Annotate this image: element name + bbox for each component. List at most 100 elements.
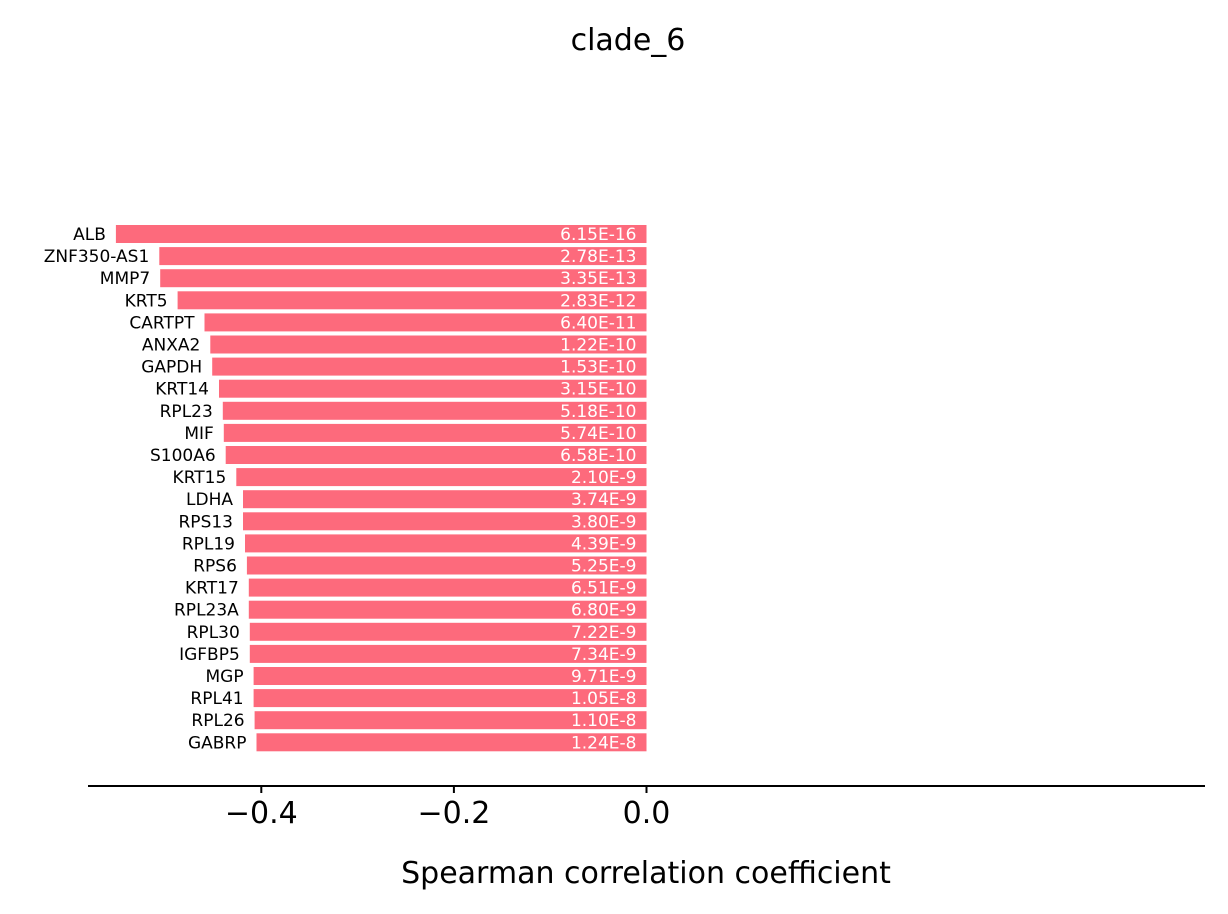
bar-row: RPL19 4.39E-9 [182,534,647,554]
bar-row: S100A6 6.58E-10 [150,446,647,466]
bar-row: MMP7 3.35E-13 [100,269,647,289]
bar [212,357,647,376]
pvalue-label: 3.15E-10 [560,380,636,400]
gene-label: IGFBP5 [179,645,240,665]
pvalue-label: 5.18E-10 [560,402,636,422]
x-ticks: −0.4 −0.2 0.0 [225,786,670,831]
bars-group: ALB 6.15E-16 ZNF350-AS1 2.78E-13 MMP7 3.35E-1… [44,225,647,753]
gene-label: RPL23 [160,402,213,422]
bar [243,512,647,531]
bar-row: ANXA2 1.22E-10 [142,335,647,356]
pvalue-label: 6.51E-9 [571,579,637,599]
bar-row: KRT14 3.15E-10 [155,379,647,400]
gene-label: MMP7 [100,269,150,289]
gene-label: ALB [73,225,106,245]
x-tick-label: −0.4 [225,796,298,831]
x-tick-label: 0.0 [623,796,671,831]
bar-row: LDHA 3.74E-9 [186,490,647,510]
bar-row: IGFBP5 7.34E-9 [179,644,647,665]
gene-label: GAPDH [141,358,202,378]
bar-row: RPS6 5.25E-9 [193,556,647,577]
gene-label: KRT5 [125,291,168,311]
pvalue-label: 6.80E-9 [571,601,637,621]
bar-row: CARTPT 6.40E-11 [129,313,647,333]
gene-label: LDHA [186,490,233,510]
bar [159,247,647,266]
bar [210,335,647,354]
gene-label: S100A6 [150,446,216,466]
bar [253,689,647,708]
bar-row: MIF 5.74E-10 [184,423,647,444]
bar-row: RPL30 7.22E-9 [187,622,647,643]
pvalue-label: 1.10E-8 [571,711,637,731]
bar-row: GABRP 1.24E-8 [188,733,647,753]
gene-label: MIF [184,424,213,444]
gene-label: RPS13 [179,512,234,532]
pvalue-label: 6.40E-11 [560,313,636,333]
pvalue-label: 1.24E-8 [571,733,637,753]
pvalue-label: 5.74E-10 [560,424,636,444]
pvalue-label: 9.71E-9 [571,667,637,687]
gene-label: RPL41 [190,689,243,709]
gene-label: ZNF350-AS1 [44,247,150,267]
bar-row: KRT15 2.10E-9 [173,468,647,488]
pvalue-label: 6.15E-16 [560,225,636,245]
bar-row: KRT5 2.83E-12 [125,291,647,311]
pvalue-label: 1.53E-10 [560,358,636,378]
bar [248,600,647,619]
gene-label: RPL26 [191,711,244,731]
bar-row: RPL23A 6.80E-9 [174,600,647,621]
bar [256,733,647,752]
bar [246,556,647,575]
bar [248,578,647,597]
bar-row: RPL26 1.10E-8 [191,711,647,731]
x-tick-label: −0.2 [417,796,490,831]
pvalue-label: 6.58E-10 [560,446,636,466]
bar [160,269,647,288]
pvalue-label: 3.80E-9 [571,512,637,532]
bar [245,534,647,553]
bar-row: GAPDH 1.53E-10 [141,357,647,378]
bar [177,291,647,310]
bar-row: ZNF350-AS1 2.78E-13 [44,247,647,267]
pvalue-label: 2.10E-9 [571,468,637,488]
bar [204,313,647,332]
bar-row: RPL23 5.18E-10 [160,401,647,422]
bar [225,446,647,464]
bar [249,644,647,663]
pvalue-label: 2.78E-13 [560,247,636,267]
bar [243,490,647,509]
gene-label: GABRP [188,733,247,753]
pvalue-label: 7.34E-9 [571,645,637,665]
gene-label: KRT15 [173,468,227,488]
bar [115,225,647,243]
x-axis-label: Spearman correlation coefficient [401,856,891,891]
gene-label: RPL19 [182,534,235,554]
bar-row: KRT17 6.51E-9 [185,578,647,599]
pvalue-label: 3.74E-9 [571,490,637,510]
chart-title: clade_6 [571,23,686,58]
bar [219,379,647,398]
pvalue-label: 7.22E-9 [571,623,637,643]
bar [236,468,647,487]
pvalue-label: 4.39E-9 [571,534,637,554]
gene-label: RPS6 [193,557,237,577]
pvalue-label: 1.05E-8 [571,689,637,709]
gene-label: CARTPT [129,313,195,333]
gene-label: RPL23A [174,601,239,621]
bar-row: MGP 9.71E-9 [206,667,647,687]
bar [254,711,647,730]
bar-row: RPL41 1.05E-8 [190,689,647,709]
pvalue-label: 1.22E-10 [560,336,636,356]
bar [223,423,647,442]
bar [222,401,647,420]
pvalue-label: 5.25E-9 [571,557,637,577]
pvalue-label: 2.83E-12 [560,291,636,311]
bar [249,622,647,641]
gene-label: MGP [206,667,244,687]
pvalue-label: 3.35E-13 [560,269,636,289]
bar-row: ALB 6.15E-16 [73,225,647,245]
bar-row: RPS13 3.80E-9 [179,512,647,532]
gene-label: RPL30 [187,623,240,643]
